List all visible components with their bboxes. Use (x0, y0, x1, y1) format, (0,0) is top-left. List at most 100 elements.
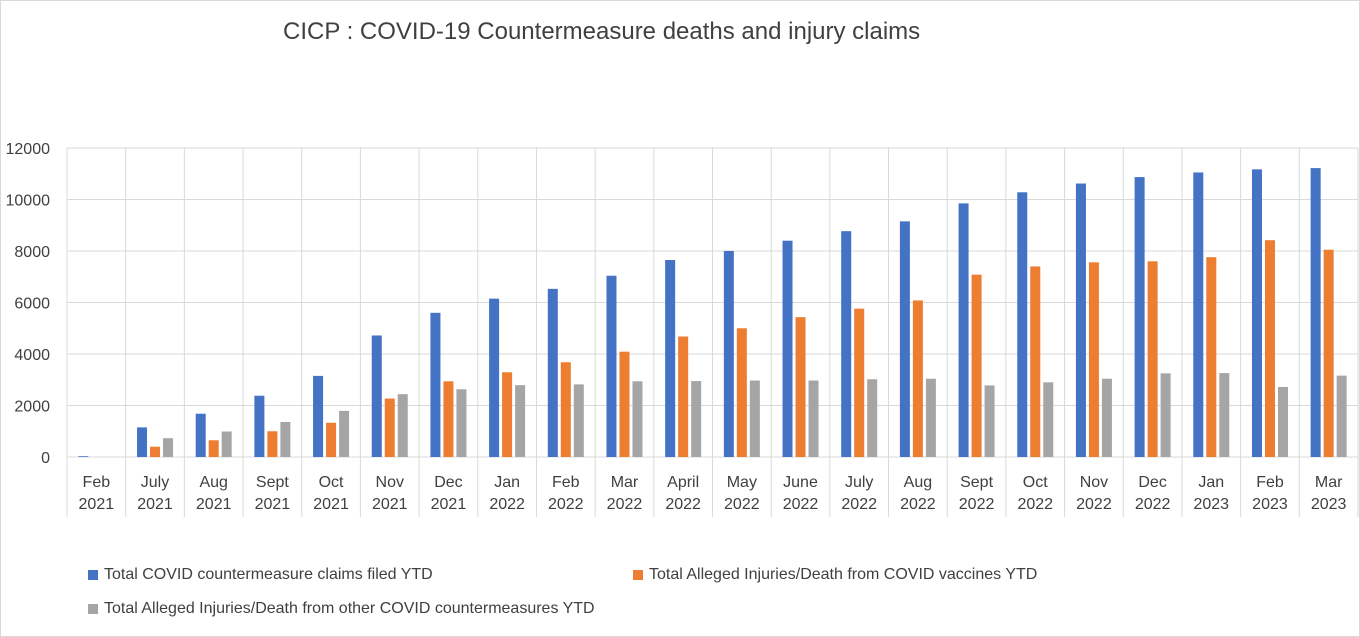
y-tick-label: 2000 (14, 399, 50, 416)
bar-series-2-9 (632, 381, 643, 457)
bar-series-0-18 (1134, 177, 1145, 457)
bar-series-1-7 (502, 372, 513, 457)
bar-series-1-15 (971, 274, 982, 457)
bar-series-0-7 (489, 298, 500, 457)
bar-series-0-0 (78, 456, 89, 457)
bar-series-2-4 (339, 410, 350, 457)
x-tick-label: July (845, 474, 873, 491)
x-tick-label: 2023 (1311, 496, 1347, 513)
legend-label: Total COVID countermeasure claims filed … (104, 566, 433, 583)
bar-series-2-21 (1336, 375, 1347, 457)
bar-series-0-9 (606, 275, 617, 457)
bar-series-2-1 (163, 438, 174, 457)
bar-series-0-14 (899, 221, 910, 457)
bar-series-1-20 (1264, 240, 1275, 457)
x-tick-label: 2023 (1193, 496, 1229, 513)
x-tick-label: July (141, 474, 169, 491)
bar-series-2-17 (1101, 378, 1112, 457)
legend-label: Total Alleged Injuries/Death from other … (104, 600, 595, 617)
bar-series-1-3 (267, 431, 278, 457)
bar-series-1-18 (1147, 261, 1158, 457)
x-tick-label: Aug (199, 474, 227, 491)
x-tick-label: April (667, 474, 699, 491)
bar-series-1-19 (1206, 257, 1217, 457)
bar-series-1-4 (326, 422, 337, 457)
x-tick-label: 2021 (79, 496, 115, 513)
bar-series-0-17 (1075, 183, 1086, 457)
bar-series-2-3 (280, 421, 291, 457)
x-tick-label: 2021 (372, 496, 408, 513)
bar-series-2-20 (1277, 386, 1288, 457)
x-tick-label: May (727, 474, 757, 491)
x-tick-label: 2022 (607, 496, 643, 513)
bar-series-1-14 (912, 300, 923, 457)
legend-swatch-blue (88, 570, 98, 580)
bar-series-2-11 (749, 380, 760, 457)
bar-series-0-6 (430, 312, 441, 457)
bar-series-2-15 (984, 385, 995, 457)
bar-series-1-21 (1323, 249, 1334, 457)
bar-series-2-2 (221, 431, 232, 457)
bar-series-2-16 (1043, 382, 1054, 457)
x-tick-label: 2022 (548, 496, 584, 513)
bar-series-2-13 (867, 379, 878, 457)
y-tick-label: 0 (41, 450, 50, 467)
bar-series-2-6 (456, 389, 467, 457)
bar-series-0-1 (137, 427, 148, 457)
bar-series-1-13 (854, 308, 865, 457)
bar-series-0-13 (841, 231, 852, 457)
x-tick-label: 2022 (724, 496, 760, 513)
bar-series-1-11 (736, 328, 747, 457)
bar-series-2-5 (397, 394, 408, 457)
x-tick-label: Sept (960, 474, 993, 491)
legend: Total COVID countermeasure claims filed … (88, 562, 1328, 632)
x-tick-label: 2022 (489, 496, 525, 513)
legend-swatch-orange (633, 570, 643, 580)
x-tick-label: Jan (1198, 474, 1224, 491)
x-tick-label: Feb (552, 474, 580, 491)
x-tick-label: June (783, 474, 818, 491)
x-tick-label: 2022 (1076, 496, 1112, 513)
bar-series-1-12 (795, 317, 806, 457)
x-tick-label: Feb (83, 474, 111, 491)
legend-label: Total Alleged Injuries/Death from COVID … (649, 566, 1038, 583)
bar-series-0-4 (313, 375, 324, 457)
bar-series-2-7 (515, 385, 526, 457)
x-tick-label: 2022 (900, 496, 936, 513)
chart-title: CICP : COVID-19 Countermeasure deaths an… (283, 18, 921, 45)
bar-series-0-8 (547, 288, 558, 457)
y-tick-label: 10000 (6, 193, 51, 210)
bar-series-1-8 (560, 362, 571, 457)
y-tick-label: 4000 (14, 347, 50, 364)
bar-series-1-10 (678, 336, 689, 457)
x-tick-label: Dec (434, 474, 462, 491)
x-tick-label: 2022 (1017, 496, 1053, 513)
bar-series-0-21 (1310, 168, 1321, 457)
x-tick-label: 2022 (841, 496, 877, 513)
bar-series-2-18 (1160, 373, 1171, 457)
x-tick-label: Jan (494, 474, 520, 491)
x-tick-label: Dec (1138, 474, 1166, 491)
legend-item-vaccine-injuries: Total Alleged Injuries/Death from COVID … (633, 566, 1037, 584)
legend-item-total-claims: Total COVID countermeasure claims filed … (88, 566, 433, 584)
x-tick-label: 2021 (255, 496, 291, 513)
x-tick-label: 2022 (1135, 496, 1171, 513)
x-tick-label: 2021 (313, 496, 349, 513)
x-tick-label: 2021 (196, 496, 232, 513)
bar-series-1-5 (384, 398, 395, 457)
x-tick-label: Mar (611, 474, 639, 491)
bar-series-0-11 (723, 251, 734, 457)
bar-series-0-20 (1251, 169, 1262, 457)
bar-series-0-3 (254, 395, 265, 457)
bar-series-1-2 (208, 440, 219, 457)
bar-series-1-16 (1030, 266, 1041, 457)
x-tick-label: 2021 (137, 496, 173, 513)
bar-series-1-17 (1088, 262, 1099, 457)
x-tick-label: Oct (1023, 474, 1048, 491)
y-tick-label: 6000 (14, 296, 50, 313)
x-tick-label: Aug (904, 474, 932, 491)
legend-item-other-injuries: Total Alleged Injuries/Death from other … (88, 600, 595, 618)
x-tick-label: 2022 (783, 496, 819, 513)
